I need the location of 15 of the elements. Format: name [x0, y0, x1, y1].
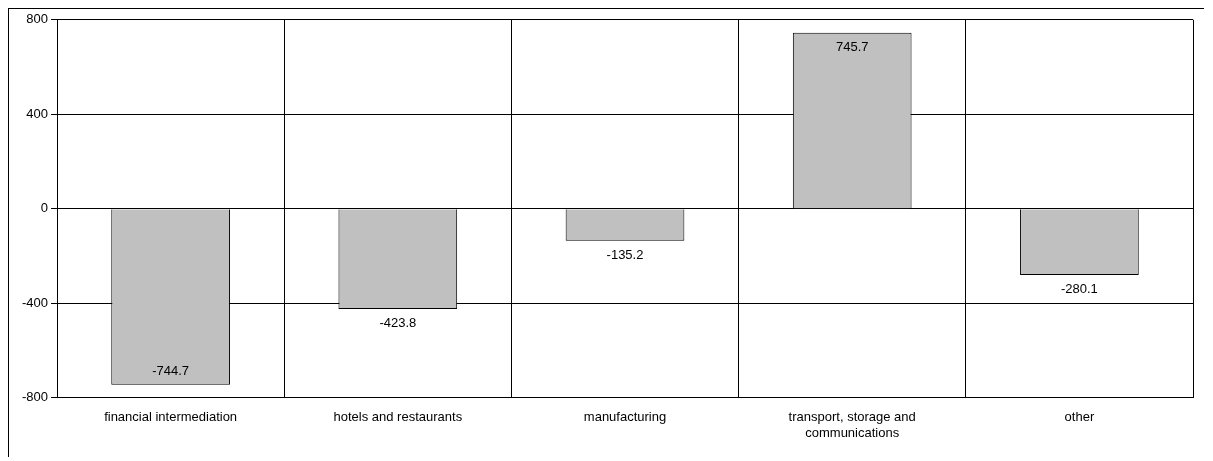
y-tick-label: 400 [26, 105, 49, 121]
data-label: -423.8 [379, 314, 417, 330]
x-tick-label: manufacturing [583, 409, 667, 425]
y-tick-label: -400 [21, 294, 49, 310]
data-label: -135.2 [606, 246, 644, 262]
x-tick-label: transport, storage and communications [788, 409, 916, 440]
y-tick-label: 0 [40, 200, 49, 216]
x-tick-label: financial intermediation [104, 409, 238, 425]
y-tick-label: 800 [26, 11, 49, 27]
x-tick-label: other [1064, 409, 1095, 425]
data-label: 745.7 [835, 38, 869, 54]
x-tick-label: hotels and restaurants [333, 409, 463, 425]
y-tick-label: -800 [21, 389, 49, 405]
data-label: -280.1 [1060, 280, 1098, 296]
data-label: -744.7 [152, 362, 190, 378]
